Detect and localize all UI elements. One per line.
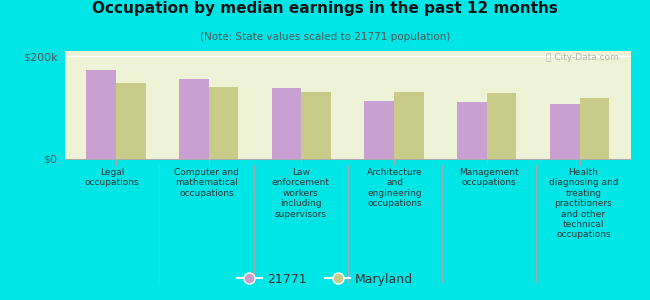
Text: Law
enforcement
workers
including
supervisors: Law enforcement workers including superv…	[272, 168, 330, 219]
Text: ⓘ City-Data.com: ⓘ City-Data.com	[546, 53, 619, 62]
Bar	[457, 102, 487, 159]
Text: Occupation by median earnings in the past 12 months: Occupation by median earnings in the pas…	[92, 2, 558, 16]
Legend: 21771, Maryland: 21771, Maryland	[232, 268, 418, 291]
Text: Management
occupations: Management occupations	[460, 168, 519, 188]
Bar	[302, 92, 331, 159]
Text: Health
diagnosing and
treating
practitioners
and other
technical
occupations: Health diagnosing and treating practitio…	[549, 168, 618, 239]
Bar	[394, 92, 424, 159]
Text: Computer and
mathematical
occupations: Computer and mathematical occupations	[174, 168, 239, 198]
Bar	[365, 101, 394, 159]
Bar	[487, 93, 517, 159]
Bar	[550, 104, 580, 159]
Bar	[209, 87, 239, 159]
Bar	[86, 70, 116, 159]
Text: Architecture
and
engineering
occupations: Architecture and engineering occupations	[367, 168, 422, 208]
Text: Legal
occupations: Legal occupations	[84, 168, 140, 188]
Bar	[580, 98, 609, 159]
Bar	[272, 88, 302, 159]
Bar	[116, 83, 146, 159]
Text: (Note: State values scaled to 21771 population): (Note: State values scaled to 21771 popu…	[200, 32, 450, 41]
Bar	[179, 79, 209, 159]
